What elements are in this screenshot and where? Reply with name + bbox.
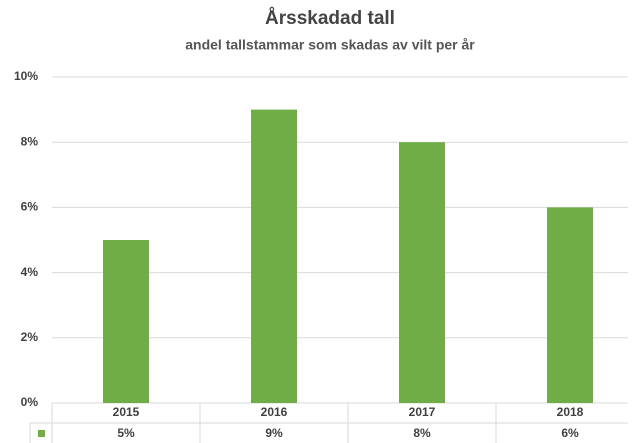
y-tick-label: 8% bbox=[21, 134, 39, 148]
x-tick-label: 2017 bbox=[409, 405, 436, 419]
bar bbox=[103, 240, 149, 403]
y-tick-label: 2% bbox=[21, 330, 39, 344]
x-tick-label: 2016 bbox=[261, 405, 288, 419]
chart-subtitle: andel tallstammar som skadas av vilt per… bbox=[185, 37, 475, 53]
data-table-value: 6% bbox=[561, 426, 579, 440]
chart-title: Årsskadad tall bbox=[265, 8, 395, 29]
data-table-value: 5% bbox=[117, 426, 135, 440]
y-tick-label: 4% bbox=[21, 265, 39, 279]
y-tick-label: 0% bbox=[21, 395, 39, 409]
y-tick-label: 10% bbox=[14, 69, 38, 83]
data-table-value: 9% bbox=[265, 426, 283, 440]
x-tick-label: 2015 bbox=[113, 405, 140, 419]
bar bbox=[399, 142, 445, 403]
legend-key bbox=[38, 430, 45, 437]
bar bbox=[251, 109, 297, 403]
y-tick-label: 6% bbox=[21, 200, 39, 214]
bar bbox=[547, 207, 593, 403]
x-tick-label: 2018 bbox=[557, 405, 584, 419]
data-table-value: 8% bbox=[413, 426, 431, 440]
